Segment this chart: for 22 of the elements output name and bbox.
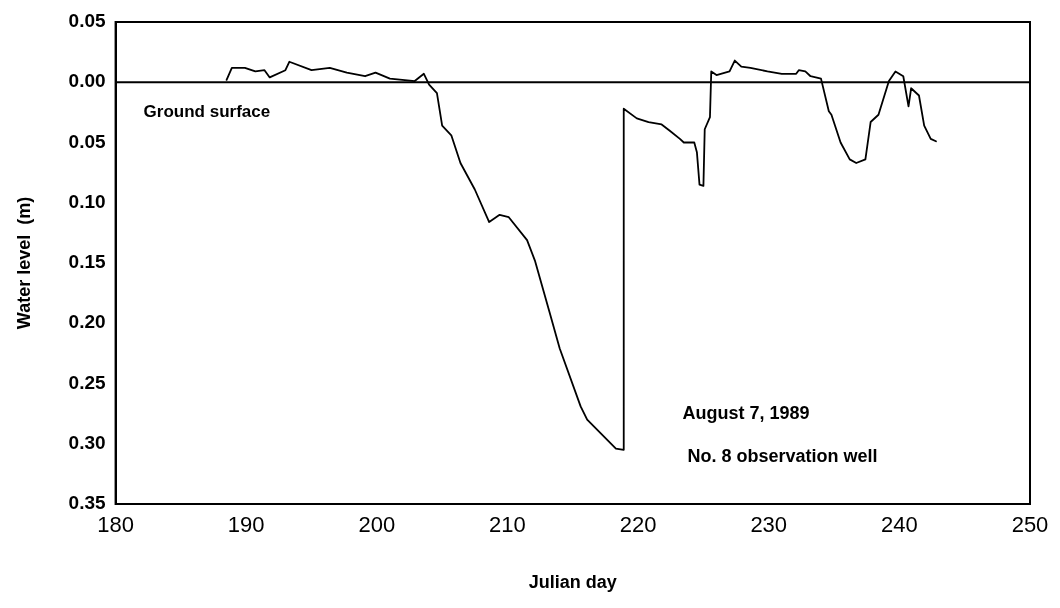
y-tick-label: 0.25 xyxy=(68,371,107,393)
y-tick-label: 0.10 xyxy=(68,190,106,212)
x-tick-label: 190 xyxy=(227,512,265,538)
annotation: No. 8 observation well xyxy=(687,446,878,466)
x-tick-label: 220 xyxy=(619,512,657,538)
y-tick-label: 0.05 xyxy=(68,130,107,152)
x-tick-label: 250 xyxy=(1011,512,1049,538)
x-tick-label: 230 xyxy=(750,512,788,538)
y-tick-label: 0.00 xyxy=(68,70,106,92)
y-axis-title: Water level (m) xyxy=(13,196,34,330)
y-tick-label: 0.35 xyxy=(68,492,107,514)
y-tick-label: 0.05 xyxy=(68,10,107,32)
y-tick-label: 0.30 xyxy=(68,431,106,453)
x-tick-label: 200 xyxy=(358,512,396,538)
annotation: August 7, 1989 xyxy=(682,403,810,423)
y-tick-label: 0.15 xyxy=(68,251,107,273)
x-tick-label: 240 xyxy=(881,512,918,538)
x-axis-title: Julian day xyxy=(528,572,617,593)
ref-line-label: Ground surface xyxy=(143,102,271,122)
x-tick-label: 180 xyxy=(97,512,134,538)
x-tick-label: 210 xyxy=(489,512,526,538)
y-tick-label: 0.20 xyxy=(68,311,106,333)
